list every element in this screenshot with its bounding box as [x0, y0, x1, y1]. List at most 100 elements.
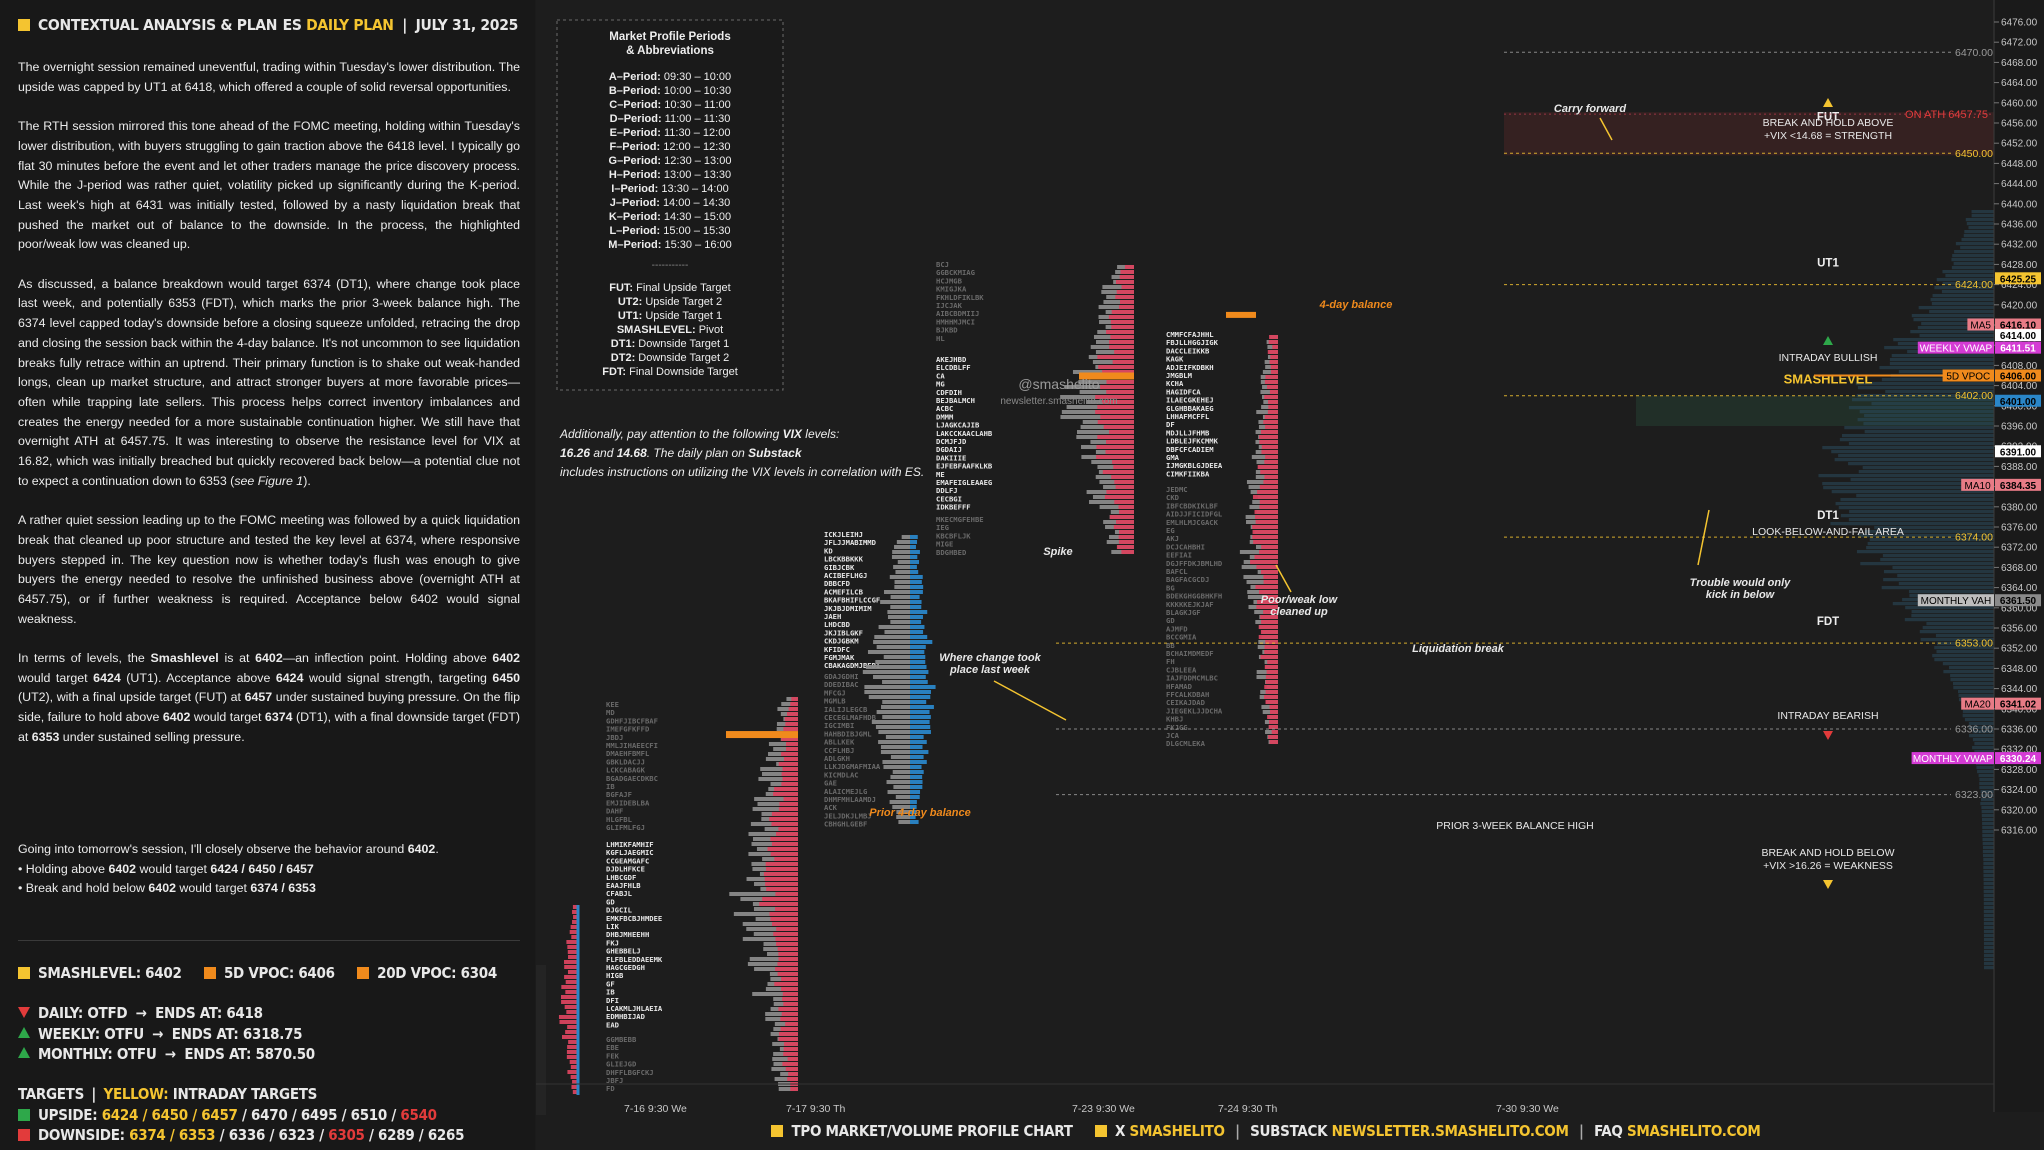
- price-badge-label: 6406.00: [2000, 372, 2037, 383]
- tpo-row: CDFDIH: [936, 388, 962, 397]
- composite-volume-bar: [1983, 930, 1994, 934]
- buy-bar: [910, 760, 927, 764]
- volume-bar: [742, 937, 798, 941]
- sell-bar: [1257, 490, 1278, 494]
- composite-volume-bar: [1849, 510, 1994, 514]
- composite-volume-bar: [1963, 234, 1994, 238]
- sell-bar: [1108, 315, 1134, 319]
- composite-volume-bar: [1981, 810, 1994, 814]
- sell-bar: [780, 1027, 798, 1031]
- composite-volume-bar: [1979, 782, 1994, 786]
- composite-volume-bar: [1889, 358, 1994, 362]
- composite-volume-bar: [1917, 326, 1994, 330]
- footer-substack-link[interactable]: NEWSLETTER.SMASHELITO.COM: [1331, 1122, 1569, 1140]
- sell-bar: [572, 920, 578, 924]
- tpo-row: KD: [824, 546, 833, 555]
- sell-bar: [572, 910, 578, 914]
- sell-bar: [774, 982, 798, 986]
- axis-tick-label: 6440.00: [2001, 199, 2038, 210]
- volume-bar: [890, 755, 910, 759]
- tpo-row: LLKJDGMAFMIAA: [824, 762, 881, 771]
- sell-bar: [1252, 525, 1278, 529]
- composite-volume-bar: [1841, 434, 1994, 438]
- axis-tick-label: 6460.00: [2001, 98, 2038, 109]
- monthly-status: MONTHLY: OTFU → ENDS AT: 5870.50: [18, 1044, 315, 1065]
- footer-x-link[interactable]: SMASHELITO: [1129, 1122, 1225, 1140]
- date-label: 7-30 9:30 We: [1496, 1103, 1559, 1115]
- axis-tick-label: 6408.00: [2001, 361, 2038, 372]
- composite-volume-bar: [1982, 842, 1994, 846]
- sell-bar: [1261, 450, 1278, 454]
- composite-volume-bar: [1869, 538, 1994, 542]
- legend-abbr-row: DT1: Downside Target 1: [611, 338, 729, 350]
- price-badge-tag-label: MONTHLY VWAP: [1913, 754, 1993, 765]
- composite-volume-bar: [1945, 274, 1994, 278]
- composite-volume-bar: [1857, 386, 1994, 390]
- footer-faq-link[interactable]: SMASHELITO.COM: [1626, 1122, 1761, 1140]
- composite-volume-bar: [1982, 834, 1994, 838]
- upside-targets: UPSIDE: 6424 / 6450 / 6457 / 6470 / 6495…: [18, 1105, 464, 1126]
- composite-volume-bar: [1935, 634, 1994, 638]
- sell-bar: [1255, 515, 1278, 519]
- sell-bar: [571, 1085, 578, 1089]
- volume-bar: [882, 760, 910, 764]
- price-badge-label: 6401.00: [2000, 397, 2037, 408]
- composite-volume-bar: [1904, 618, 1994, 622]
- composite-volume-bar: [1851, 398, 1994, 402]
- sell-bar: [1263, 480, 1278, 484]
- volume-bar: [874, 635, 910, 639]
- up-triangle-icon: [1823, 336, 1833, 345]
- tpo-row: HLGFBL: [606, 815, 633, 824]
- composite-volume-bar: [1860, 562, 1994, 566]
- composite-volume-bar: [1911, 314, 1994, 318]
- sell-bar: [1259, 485, 1278, 489]
- tpo-row: HMHHMJMCI: [936, 317, 975, 326]
- axis-tick-label: 6452.00: [2001, 139, 2038, 150]
- sell-bar: [1258, 635, 1278, 639]
- sell-bar: [1260, 655, 1278, 659]
- volume-bar: [901, 535, 910, 539]
- tpo-row: KMIGJKA: [936, 285, 967, 294]
- axis-tick-label: 6372.00: [2001, 543, 2038, 554]
- price-badge-label: 6341.02: [2000, 700, 2037, 711]
- price-badge: [1995, 445, 2041, 458]
- tpo-row: GLGHBBAKAEG: [1166, 404, 1214, 413]
- composite-volume-bar: [1983, 858, 1994, 862]
- axis-tick-label: 6340.00: [2001, 704, 2038, 715]
- tpo-row: GDAJGDHI: [824, 672, 859, 681]
- tpo-row: CIMKFIIKBA: [1166, 469, 1210, 478]
- sell-bar: [778, 957, 798, 961]
- tpo-row: JEDMC: [1166, 485, 1188, 494]
- tpo-row: GMA: [1166, 453, 1180, 462]
- annotation-label: Spike: [1043, 546, 1072, 558]
- composite-volume-bar: [1964, 718, 1994, 722]
- tpo-row: IJMGKBLGJDEEA: [1166, 461, 1223, 470]
- tpo-row: BAFCL: [1166, 567, 1188, 576]
- vpoc5-item: 5D VPOC: 6406: [203, 964, 335, 982]
- zone-label: UT1: [1817, 258, 1839, 270]
- sell-bar: [787, 1057, 798, 1061]
- legend-abbr-row: SMASHLEVEL: Pivot: [617, 324, 723, 336]
- composite-volume-bar: [1974, 742, 1994, 746]
- sell-bar: [1264, 380, 1278, 384]
- sell-bar: [770, 852, 798, 856]
- composite-volume-bar: [1960, 246, 1994, 250]
- volume-bar: [1060, 415, 1134, 419]
- sell-bar: [787, 712, 798, 716]
- price-badge: [1995, 697, 2041, 710]
- vix-note-line-2: 16.26 and 14.68. The daily plan on Subst…: [560, 446, 803, 460]
- composite-volume-bar: [1983, 966, 1994, 970]
- tpo-row: JBDJ: [606, 733, 623, 742]
- buy-bar: [910, 545, 916, 549]
- tpo-row: BAGFACGCDJ: [1166, 575, 1209, 584]
- volume-bar: [747, 962, 798, 966]
- sell-bar: [1252, 495, 1278, 499]
- tpo-row: BCHAIMDMEDF: [1166, 649, 1214, 658]
- ath-label: ON ATH 6457.75: [1905, 109, 1988, 121]
- price-badge-label: 6414.00: [2000, 331, 2037, 342]
- tpo-row: AIBCBDMIIJ: [936, 309, 979, 318]
- volume-bar: [882, 680, 910, 684]
- composite-volume-bar: [1954, 250, 1994, 254]
- composite-volume-bar: [1892, 566, 1994, 570]
- sell-bar: [1113, 525, 1134, 529]
